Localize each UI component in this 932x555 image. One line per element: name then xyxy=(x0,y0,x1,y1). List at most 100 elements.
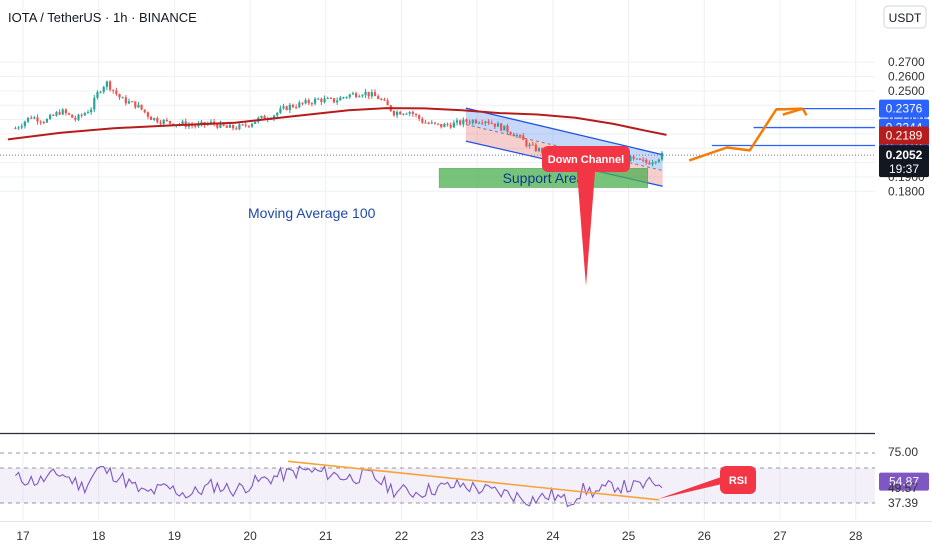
down-channel-label: Down Channel xyxy=(548,154,624,166)
rsi-tick-label: 75.00 xyxy=(888,445,918,459)
candle xyxy=(436,123,440,125)
candle xyxy=(295,107,298,109)
level-badge[interactable]: 0.2376 xyxy=(879,99,929,118)
time-tick-label: 23 xyxy=(471,529,485,543)
candle xyxy=(165,119,168,122)
candle xyxy=(231,124,235,129)
candle xyxy=(30,117,33,119)
candle xyxy=(222,122,225,126)
candle xyxy=(326,98,329,100)
time-tick-label: 27 xyxy=(773,529,787,543)
forecast-path[interactable] xyxy=(688,107,803,162)
rsi-current-label: 54.87 xyxy=(889,475,919,489)
candle xyxy=(317,98,320,100)
candle xyxy=(373,92,377,97)
candle xyxy=(159,122,162,124)
candle xyxy=(187,124,191,127)
candle xyxy=(241,124,244,126)
candle xyxy=(440,124,443,128)
moving-average-line[interactable] xyxy=(7,107,667,141)
candle xyxy=(367,91,370,97)
candle xyxy=(433,122,437,124)
candle xyxy=(61,109,64,115)
candle xyxy=(146,112,150,117)
candle xyxy=(525,139,528,146)
candle xyxy=(500,123,503,131)
candle xyxy=(115,90,118,95)
candle xyxy=(260,115,263,118)
countdown-label: 19:37 xyxy=(889,162,919,176)
rsi-current-badge[interactable]: 54.87 xyxy=(879,472,929,491)
candle xyxy=(304,100,307,104)
candle xyxy=(395,111,399,116)
rsi-trendline[interactable] xyxy=(287,460,659,501)
candle xyxy=(474,120,478,124)
time-tick-label: 22 xyxy=(395,529,409,543)
candle xyxy=(291,104,295,108)
candle xyxy=(124,97,127,104)
currency-button[interactable]: USDT xyxy=(883,5,927,29)
candle xyxy=(272,115,276,119)
candle xyxy=(162,119,165,124)
candle xyxy=(446,123,449,125)
candle xyxy=(86,112,90,114)
candle xyxy=(377,96,380,100)
down-channel-pointer xyxy=(577,172,595,286)
candle xyxy=(313,98,317,104)
candle xyxy=(468,122,471,124)
candle xyxy=(657,159,660,162)
time-tick-label: 24 xyxy=(546,529,560,543)
candle xyxy=(518,135,522,137)
candle xyxy=(660,152,664,160)
candle xyxy=(392,111,396,116)
candle xyxy=(26,117,30,122)
candle xyxy=(74,117,77,120)
channel-upper-line[interactable] xyxy=(465,107,663,156)
candle xyxy=(112,89,115,91)
candle xyxy=(228,124,232,128)
time-tick-label: 26 xyxy=(698,529,712,543)
candle xyxy=(282,106,285,109)
candle xyxy=(490,123,493,125)
ma-badge-bg xyxy=(879,126,929,145)
candle xyxy=(118,94,121,98)
candle xyxy=(534,144,537,152)
price-tick-label: 0.2700 xyxy=(888,55,925,69)
candle xyxy=(17,127,20,129)
candle xyxy=(49,114,52,120)
price-tick-label: 0.2500 xyxy=(888,84,925,98)
candle xyxy=(310,103,314,105)
last-price-bg xyxy=(879,145,929,178)
down-channel-callout[interactable] xyxy=(542,146,630,172)
candle xyxy=(153,118,156,120)
candle xyxy=(42,121,45,123)
candle xyxy=(209,121,213,124)
level-badge-bg xyxy=(879,99,929,118)
candle xyxy=(225,125,228,128)
ma-badge[interactable]: 0.2189 xyxy=(879,126,929,145)
candle xyxy=(408,111,411,114)
candle xyxy=(452,122,455,128)
candle xyxy=(216,124,219,128)
candle xyxy=(96,92,99,98)
candle xyxy=(90,109,93,113)
candle xyxy=(481,122,484,124)
candle xyxy=(39,121,42,123)
candle xyxy=(515,135,519,137)
candle xyxy=(58,112,61,115)
candle xyxy=(484,121,487,123)
rsi-line[interactable] xyxy=(15,464,663,508)
candle xyxy=(531,144,534,146)
price-tick-label: 0.2600 xyxy=(888,70,925,84)
candle xyxy=(80,114,83,116)
candle xyxy=(102,86,105,92)
candle xyxy=(635,158,638,160)
candle xyxy=(52,114,55,116)
candle xyxy=(342,97,345,99)
rsi-callout[interactable] xyxy=(720,466,756,494)
candle xyxy=(449,124,452,128)
candle xyxy=(493,123,496,127)
